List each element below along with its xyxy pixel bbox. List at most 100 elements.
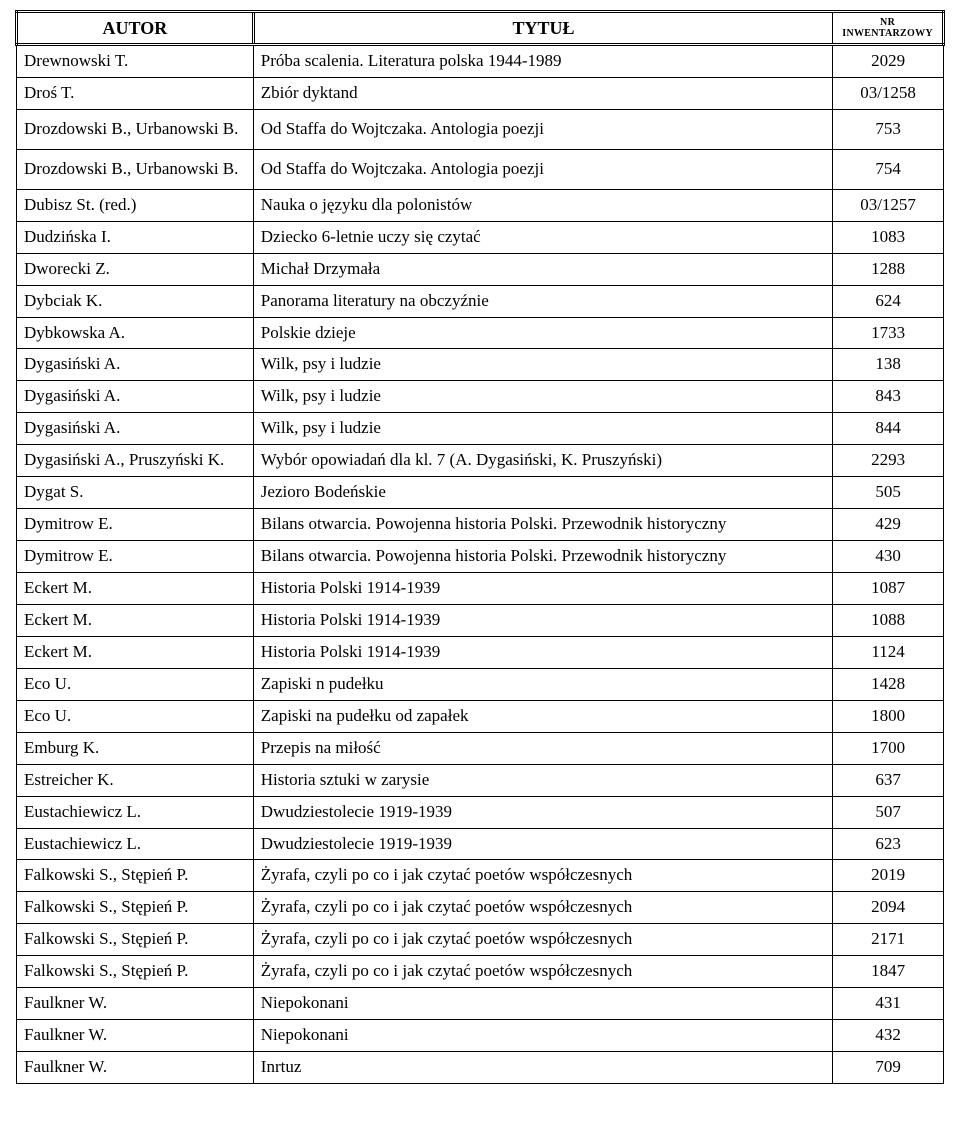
table-row: Eckert M.Historia Polski 1914-19391124 — [17, 636, 944, 668]
table-row: Dygasiński A., Pruszyński K.Wybór opowia… — [17, 445, 944, 477]
cell-title: Bilans otwarcia. Powojenna historia Pols… — [253, 509, 832, 541]
cell-title: Dwudziestolecie 1919-1939 — [253, 828, 832, 860]
cell-inventory: 431 — [833, 988, 944, 1020]
cell-inventory: 1428 — [833, 668, 944, 700]
table-row: Dygasiński A.Wilk, psy i ludzie843 — [17, 381, 944, 413]
cell-title: Przepis na miłość — [253, 732, 832, 764]
cell-author: Dudzińska I. — [17, 221, 254, 253]
cell-title: Historia Polski 1914-1939 — [253, 604, 832, 636]
cell-inventory: 624 — [833, 285, 944, 317]
table-row: Falkowski S., Stępień P.Żyrafa, czyli po… — [17, 860, 944, 892]
table-row: Dygasiński A.Wilk, psy i ludzie844 — [17, 413, 944, 445]
cell-title: Żyrafa, czyli po co i jak czytać poetów … — [253, 892, 832, 924]
cell-inventory: 1847 — [833, 956, 944, 988]
table-row: Faulkner W.Niepokonani431 — [17, 988, 944, 1020]
cell-inventory: 429 — [833, 509, 944, 541]
cell-title: Wilk, psy i ludzie — [253, 413, 832, 445]
header-title: TYTUŁ — [253, 12, 832, 45]
table-row: Dymitrow E.Bilans otwarcia. Powojenna hi… — [17, 509, 944, 541]
cell-author: Eco U. — [17, 700, 254, 732]
cell-author: Dworecki Z. — [17, 253, 254, 285]
cell-inventory: 507 — [833, 796, 944, 828]
table-row: Drozdowski B., Urbanowski B.Od Staffa do… — [17, 109, 944, 149]
table-row: Faulkner W.Niepokonani432 — [17, 1020, 944, 1052]
cell-author: Dygasiński A. — [17, 349, 254, 381]
cell-inventory: 1288 — [833, 253, 944, 285]
cell-title: Polskie dzieje — [253, 317, 832, 349]
cell-author: Dymitrow E. — [17, 541, 254, 573]
cell-author: Dygat S. — [17, 477, 254, 509]
table-row: Eckert M.Historia Polski 1914-19391087 — [17, 573, 944, 605]
table-body: Drewnowski T.Próba scalenia. Literatura … — [17, 45, 944, 1084]
cell-inventory: 2171 — [833, 924, 944, 956]
table-row: Dudzińska I.Dziecko 6-letnie uczy się cz… — [17, 221, 944, 253]
table-row: Falkowski S., Stępień P.Żyrafa, czyli po… — [17, 924, 944, 956]
table-row: Dygasiński A.Wilk, psy i ludzie138 — [17, 349, 944, 381]
cell-inventory: 03/1257 — [833, 189, 944, 221]
cell-author: Drozdowski B., Urbanowski B. — [17, 149, 254, 189]
cell-inventory: 03/1258 — [833, 77, 944, 109]
cell-inventory: 1124 — [833, 636, 944, 668]
cell-inventory: 2019 — [833, 860, 944, 892]
table-row: Dworecki Z.Michał Drzymała1288 — [17, 253, 944, 285]
cell-inventory: 1083 — [833, 221, 944, 253]
cell-title: Niepokonani — [253, 1020, 832, 1052]
cell-inventory: 844 — [833, 413, 944, 445]
cell-author: Falkowski S., Stępień P. — [17, 892, 254, 924]
cell-title: Wilk, psy i ludzie — [253, 349, 832, 381]
cell-author: Dygasiński A. — [17, 381, 254, 413]
table-row: Emburg K.Przepis na miłość1700 — [17, 732, 944, 764]
cell-title: Żyrafa, czyli po co i jak czytać poetów … — [253, 924, 832, 956]
cell-title: Zbiór dyktand — [253, 77, 832, 109]
table-row: Falkowski S., Stępień P.Żyrafa, czyli po… — [17, 892, 944, 924]
cell-author: Estreicher K. — [17, 764, 254, 796]
table-row: Faulkner W.Inrtuz709 — [17, 1052, 944, 1084]
cell-title: Niepokonani — [253, 988, 832, 1020]
table-row: Eustachiewicz L.Dwudziestolecie 1919-193… — [17, 828, 944, 860]
table-row: Drozdowski B., Urbanowski B.Od Staffa do… — [17, 149, 944, 189]
cell-author: Drozdowski B., Urbanowski B. — [17, 109, 254, 149]
table-row: Dybciak K.Panorama literatury na obczyźn… — [17, 285, 944, 317]
cell-inventory: 505 — [833, 477, 944, 509]
cell-author: Drewnowski T. — [17, 45, 254, 78]
cell-author: Falkowski S., Stępień P. — [17, 924, 254, 956]
cell-title: Żyrafa, czyli po co i jak czytać poetów … — [253, 860, 832, 892]
cell-author: Emburg K. — [17, 732, 254, 764]
table-row: Eco U.Zapiski na pudełku od zapałek1800 — [17, 700, 944, 732]
cell-author: Dybciak K. — [17, 285, 254, 317]
cell-author: Falkowski S., Stępień P. — [17, 860, 254, 892]
cell-title: Panorama literatury na obczyźnie — [253, 285, 832, 317]
cell-title: Zapiski na pudełku od zapałek — [253, 700, 832, 732]
cell-inventory: 432 — [833, 1020, 944, 1052]
cell-inventory: 138 — [833, 349, 944, 381]
cell-inventory: 843 — [833, 381, 944, 413]
cell-inventory: 1088 — [833, 604, 944, 636]
cell-author: Eustachiewicz L. — [17, 828, 254, 860]
cell-inventory: 2029 — [833, 45, 944, 78]
cell-author: Eckert M. — [17, 636, 254, 668]
cell-title: Jezioro Bodeńskie — [253, 477, 832, 509]
cell-title: Historia sztuki w zarysie — [253, 764, 832, 796]
cell-title: Wilk, psy i ludzie — [253, 381, 832, 413]
cell-title: Wybór opowiadań dla kl. 7 (A. Dygasiński… — [253, 445, 832, 477]
cell-title: Historia Polski 1914-1939 — [253, 573, 832, 605]
cell-inventory: 1733 — [833, 317, 944, 349]
cell-author: Eustachiewicz L. — [17, 796, 254, 828]
table-row: Dybkowska A.Polskie dzieje1733 — [17, 317, 944, 349]
table-row: Dymitrow E.Bilans otwarcia. Powojenna hi… — [17, 541, 944, 573]
cell-title: Dziecko 6-letnie uczy się czytać — [253, 221, 832, 253]
inventory-table: AUTOR TYTUŁ NR INWENTARZOWY Drewnowski T… — [15, 10, 945, 1084]
header-inventory: NR INWENTARZOWY — [833, 12, 944, 45]
cell-title: Inrtuz — [253, 1052, 832, 1084]
table-header-row: AUTOR TYTUŁ NR INWENTARZOWY — [17, 12, 944, 45]
header-author: AUTOR — [17, 12, 254, 45]
cell-title: Dwudziestolecie 1919-1939 — [253, 796, 832, 828]
cell-author: Faulkner W. — [17, 1052, 254, 1084]
cell-inventory: 637 — [833, 764, 944, 796]
cell-title: Próba scalenia. Literatura polska 1944-1… — [253, 45, 832, 78]
cell-title: Bilans otwarcia. Powojenna historia Pols… — [253, 541, 832, 573]
table-row: Drewnowski T.Próba scalenia. Literatura … — [17, 45, 944, 78]
cell-author: Eckert M. — [17, 604, 254, 636]
cell-author: Dubisz St. (red.) — [17, 189, 254, 221]
cell-author: Dymitrow E. — [17, 509, 254, 541]
